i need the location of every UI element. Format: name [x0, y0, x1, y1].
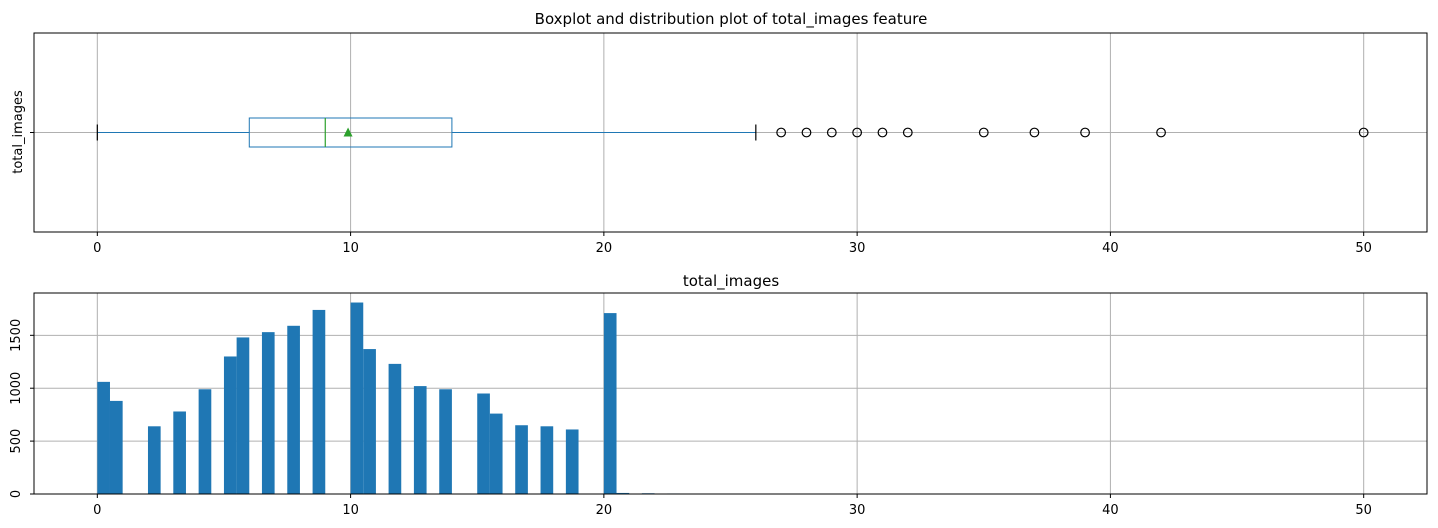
boxplot-outlier-point	[1156, 127, 1166, 138]
histogram-x-tick-label: 50	[1355, 503, 1372, 518]
histogram-y-ticks: 0 500 1000 1500	[9, 319, 34, 498]
histogram-y-tick-label: 500	[9, 429, 24, 454]
histogram-y-tick-label: 1000	[9, 372, 24, 405]
boxplot-x-ticks: 0 10 20 30 40 50	[30, 132, 1372, 256]
histogram-x-tick-label: 10	[342, 503, 359, 518]
histogram-bar	[540, 426, 554, 494]
histogram-bar	[97, 381, 110, 494]
histogram-x-ticks: 0 10 20 30 40 50	[93, 494, 1372, 518]
histogram-bar	[413, 386, 427, 494]
boxplot-title: Boxplot and distribution plot of total_i…	[535, 10, 928, 29]
boxplot-x-tick-label: 40	[1102, 241, 1119, 256]
boxplot-x-tick-label: 20	[596, 241, 613, 256]
boxplot-outlier-point	[776, 127, 787, 138]
boxplot-mean-marker	[343, 127, 353, 137]
histogram-x-tick-label: 0	[93, 503, 101, 518]
boxplot-outlier-point	[877, 127, 888, 138]
histogram-bar	[350, 302, 364, 494]
boxplot-outlier-point	[902, 127, 913, 138]
histogram-x-tick-label: 40	[1102, 503, 1119, 518]
boxplot-panel: Boxplot and distribution plot of total_i…	[11, 10, 1428, 256]
histogram-bar	[147, 426, 161, 494]
boxplot-x-tick-label: 0	[93, 241, 101, 256]
boxplot-outlier-point	[1029, 127, 1040, 138]
boxplot-box	[248, 117, 453, 148]
histogram-x-tick-label: 20	[596, 503, 613, 518]
histogram-bars	[97, 302, 706, 494]
histogram-bar	[489, 413, 503, 494]
histogram-bar	[439, 389, 452, 494]
boxplot-y-label: total_images	[11, 90, 26, 174]
boxplot-x-tick-label: 10	[342, 241, 359, 256]
boxplot-outlier-point	[852, 127, 863, 138]
boxplot-outlier-point	[826, 127, 837, 138]
boxplot-outlier-point	[1358, 127, 1369, 138]
histogram-bar	[515, 425, 528, 494]
histogram-bar	[109, 400, 123, 494]
histogram-bar	[198, 389, 212, 494]
histogram-axes-frame	[33, 292, 1428, 495]
boxplot-marks	[96, 117, 1369, 148]
boxplot-outlier-point	[801, 127, 812, 138]
histogram-y-tick-label: 1500	[9, 319, 24, 352]
histogram-bar	[565, 429, 579, 494]
histogram-bar	[477, 393, 490, 494]
histogram-bar	[616, 492, 630, 494]
boxplot-outlier-point	[978, 127, 989, 138]
histogram-bar	[236, 337, 250, 494]
histogram-bar	[223, 356, 237, 494]
histogram-bar	[363, 349, 376, 494]
histogram-x-tick-label: 30	[849, 503, 866, 518]
histogram-y-tick-label: 0	[9, 490, 24, 498]
histogram-panel: total_images 0 10 20 30 40 50 0 500 1000 1500	[9, 272, 1428, 518]
histogram-bar	[312, 309, 326, 494]
boxplot-outlier-point	[1080, 127, 1090, 138]
boxplot-x-tick-label: 30	[849, 241, 866, 256]
histogram-bar	[173, 411, 186, 494]
histogram-bar	[603, 313, 617, 494]
boxplot-x-tick-label: 50	[1355, 241, 1372, 256]
histogram-title: total_images	[683, 272, 780, 291]
histogram-bar	[287, 325, 300, 494]
histogram-bar	[388, 363, 402, 494]
histogram-bar	[261, 332, 275, 494]
